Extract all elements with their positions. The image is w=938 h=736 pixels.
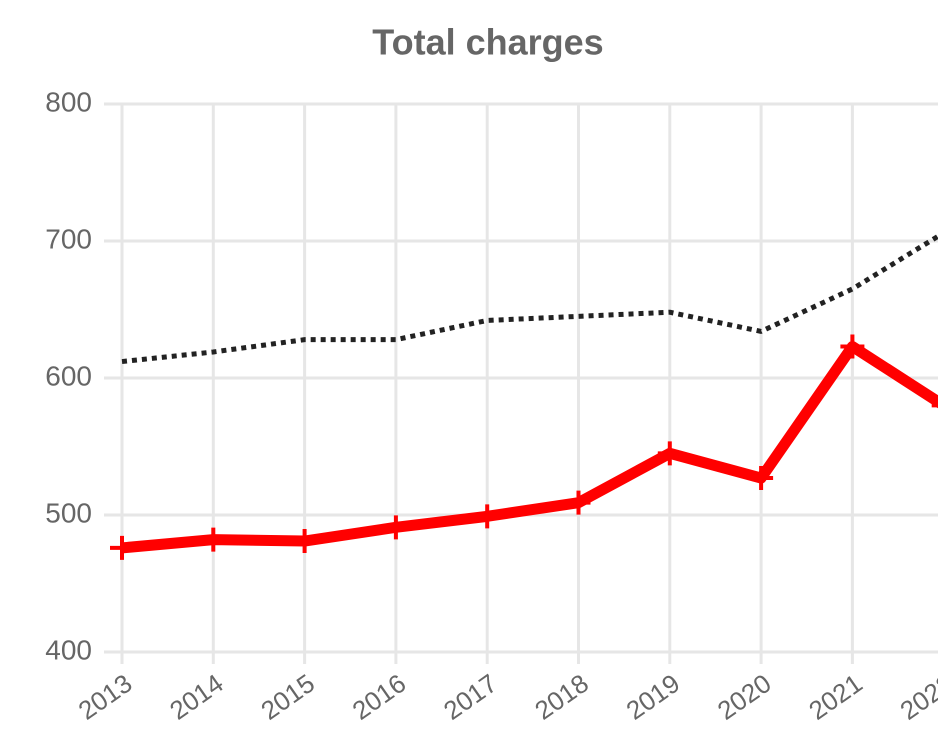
point-marker [931,403,938,408]
point-marker [475,504,500,529]
x-tick-label: 2020 [712,668,777,726]
point-marker [383,515,408,540]
x-tick-label: 2018 [529,668,594,726]
grid [104,102,938,664]
point-marker [566,490,591,515]
y-tick-label: 800 [45,86,92,117]
x-tick-label: 2014 [164,668,229,726]
series-line [121,233,938,365]
x-tick-label: 2016 [347,668,412,726]
point-marker [110,535,134,560]
point-marker [657,441,682,466]
y-tick-label: 400 [45,634,92,665]
x-tick-label: 2015 [255,668,320,726]
point-marker [749,466,774,491]
point-marker [292,529,317,554]
chart-title: Total charges [372,22,603,63]
y-tick-label: 500 [45,497,92,528]
point-marker [201,527,226,552]
x-tick-label: 2021 [803,668,868,726]
x-tick-label: 2022 [894,668,938,726]
x-tick-label: 2013 [73,668,138,726]
series-line [121,340,938,554]
x-tick-label: 2019 [621,668,686,726]
point-marker [840,334,865,359]
y-tick-label: 600 [45,360,92,391]
x-tick-label: 2017 [438,668,503,726]
y-tick-label: 700 [45,223,92,254]
